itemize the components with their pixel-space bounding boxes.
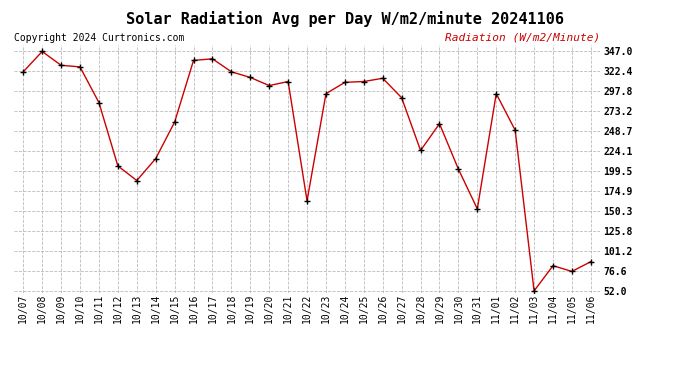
Text: Copyright 2024 Curtronics.com: Copyright 2024 Curtronics.com (14, 33, 184, 42)
Text: Solar Radiation Avg per Day W/m2/minute 20241106: Solar Radiation Avg per Day W/m2/minute … (126, 11, 564, 27)
Text: Radiation (W/m2/Minute): Radiation (W/m2/Minute) (445, 33, 600, 42)
